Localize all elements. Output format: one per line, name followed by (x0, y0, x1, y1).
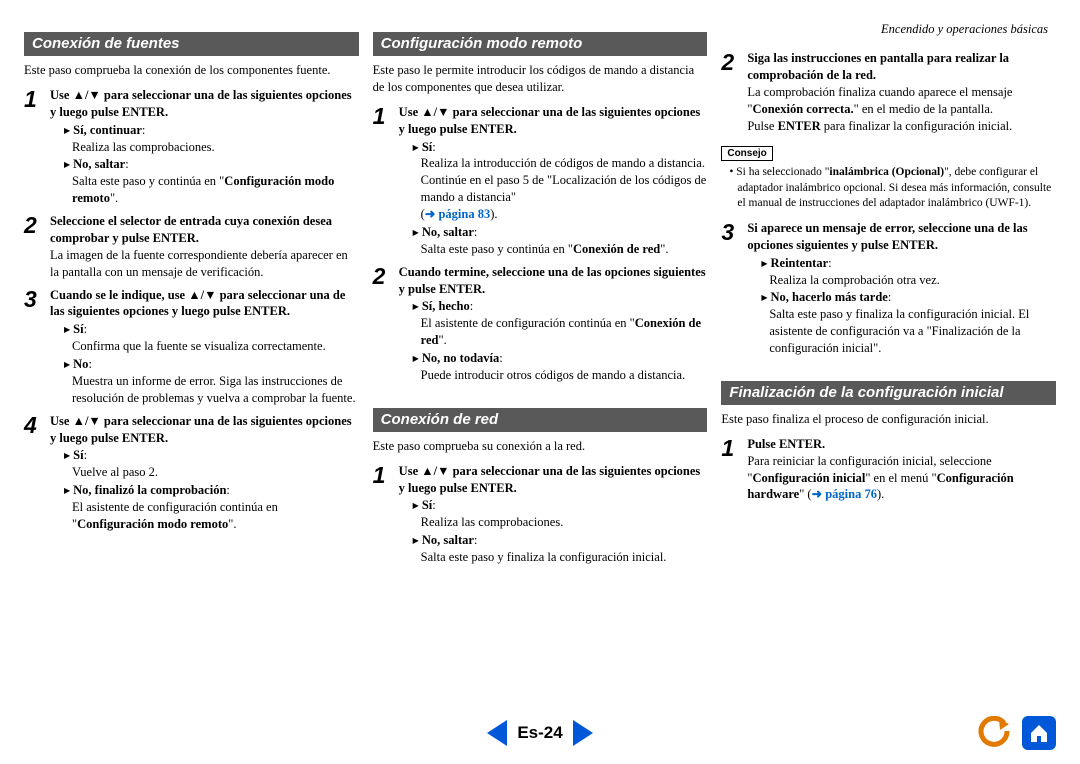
option-desc: Realiza la introducción de códigos de ma… (399, 155, 708, 206)
step-number: 3 (24, 287, 50, 407)
step-3: 3 Cuando se le indique, use ▲/▼ para sel… (24, 287, 359, 407)
option: No, saltar: (50, 156, 359, 173)
page-link[interactable]: (página 83). (399, 206, 708, 223)
intro-text: Este paso comprueba la conexión de los c… (24, 62, 359, 79)
step-desc: La imagen de la fuente correspondiente d… (50, 247, 359, 281)
step-number: 2 (373, 264, 399, 384)
option-desc: Realiza la comprobación otra vez. (747, 272, 1056, 289)
option: No, saltar: (399, 224, 708, 241)
footer-nav-icons (978, 716, 1056, 750)
option-desc: Salta este paso y continúa en "Configura… (50, 173, 359, 207)
step-number: 1 (721, 436, 747, 504)
step-1: 1 Use ▲/▼ para seleccionar una de las si… (373, 104, 708, 258)
chapter-title: Encendido y operaciones básicas (881, 22, 1048, 37)
option-desc: Confirma que la fuente se visualiza corr… (50, 338, 359, 355)
option-desc: Salta este paso y finaliza la configurac… (747, 306, 1056, 357)
step-number: 1 (373, 463, 399, 566)
step-desc: La comprobación finaliza cuando aparece … (747, 84, 1056, 118)
option: Sí, continuar: (50, 122, 359, 139)
intro-text: Este paso le permite introducir los códi… (373, 62, 708, 96)
content-columns: Conexión de fuentes Este paso comprueba … (24, 32, 1056, 572)
option-desc: El asistente de configuración continúa e… (399, 315, 708, 349)
step-number: 3 (721, 220, 747, 357)
tip-text: Si ha seleccionado "inalámbrica (Opciona… (721, 165, 1056, 212)
page-link[interactable]: página 76 (812, 487, 877, 501)
step-1: 1 Use ▲/▼ para seleccionar una de las si… (373, 463, 708, 566)
section-header-config-remoto: Configuración modo remoto (373, 32, 708, 56)
option: No, hacerlo más tarde: (747, 289, 1056, 306)
option: Reintentar: (747, 255, 1056, 272)
step-instruction: Use ▲/▼ para seleccionar una de las sigu… (50, 413, 359, 447)
step-instruction: Use ▲/▼ para seleccionar una de las sigu… (399, 104, 708, 138)
section-header-conexion-red: Conexión de red (373, 408, 708, 432)
step-4: 4 Use ▲/▼ para seleccionar una de las si… (24, 413, 359, 533)
option: No, saltar: (399, 532, 708, 549)
option-desc: Salta este paso y continúa en "Conexión … (399, 241, 708, 258)
option: Sí: (50, 447, 359, 464)
option: No, no todavía: (399, 350, 708, 367)
step-desc: Pulse ENTER para finalizar la configurac… (747, 118, 1056, 135)
home-icon[interactable] (1022, 716, 1056, 750)
option-desc: Muestra un informe de error. Siga las in… (50, 373, 359, 407)
step-instruction: Pulse ENTER. (747, 436, 1056, 453)
intro-text: Este paso finaliza el proceso de configu… (721, 411, 1056, 428)
option: No, finalizó la comprobación: (50, 482, 359, 499)
step-instruction: Use ▲/▼ para seleccionar una de las sigu… (50, 87, 359, 121)
next-page-icon[interactable] (573, 720, 593, 746)
option: Sí: (50, 321, 359, 338)
step-instruction: Cuando se le indique, use ▲/▼ para selec… (50, 287, 359, 321)
section-header-finalizacion: Finalización de la configuración inicial (721, 381, 1056, 405)
step-1: 1 Pulse ENTER. Para reiniciar la configu… (721, 436, 1056, 504)
step-2: 2 Seleccione el selector de entrada cuya… (24, 213, 359, 281)
option: Sí, hecho: (399, 298, 708, 315)
step-2: 2 Siga las instrucciones en pantalla par… (721, 50, 1056, 134)
option-desc: Vuelve al paso 2. (50, 464, 359, 481)
step-desc: Para reiniciar la configuración inicial,… (747, 453, 1056, 504)
option-desc: Realiza las comprobaciones. (399, 514, 708, 531)
column-1: Conexión de fuentes Este paso comprueba … (24, 32, 359, 572)
page-number: Es-24 (517, 723, 562, 743)
option: No: (50, 356, 359, 373)
step-number: 1 (373, 104, 399, 258)
tip-label-box: Consejo (721, 146, 772, 161)
step-instruction: Cuando termine, seleccione una de las op… (399, 264, 708, 298)
section-header-conexion-fuentes: Conexión de fuentes (24, 32, 359, 56)
option-desc: Realiza las comprobaciones. (50, 139, 359, 156)
step-number: 2 (24, 213, 50, 281)
step-3: 3 Si aparece un mensaje de error, selecc… (721, 220, 1056, 357)
step-number: 2 (721, 50, 747, 134)
step-instruction: Use ▲/▼ para seleccionar una de las sigu… (399, 463, 708, 497)
option-desc: El asistente de configuración continúa e… (50, 499, 359, 533)
prev-page-icon[interactable] (487, 720, 507, 746)
option: Sí: (399, 139, 708, 156)
intro-text: Este paso comprueba su conexión a la red… (373, 438, 708, 455)
step-number: 1 (24, 87, 50, 207)
option: Sí: (399, 497, 708, 514)
page-footer: Es-24 (0, 720, 1080, 746)
step-instruction: Si aparece un mensaje de error, seleccio… (747, 220, 1056, 254)
step-number: 4 (24, 413, 50, 533)
column-3: 2 Siga las instrucciones en pantalla par… (721, 50, 1056, 572)
step-instruction: Siga las instrucciones en pantalla para … (747, 50, 1056, 84)
step-instruction: Seleccione el selector de entrada cuya c… (50, 213, 359, 247)
column-2: Configuración modo remoto Este paso le p… (373, 32, 708, 572)
option-desc: Puede introducir otros códigos de mando … (399, 367, 708, 384)
step-2: 2 Cuando termine, seleccione una de las … (373, 264, 708, 384)
back-icon[interactable] (978, 716, 1012, 750)
step-1: 1 Use ▲/▼ para seleccionar una de las si… (24, 87, 359, 207)
option-desc: Salta este paso y finaliza la configurac… (399, 549, 708, 566)
